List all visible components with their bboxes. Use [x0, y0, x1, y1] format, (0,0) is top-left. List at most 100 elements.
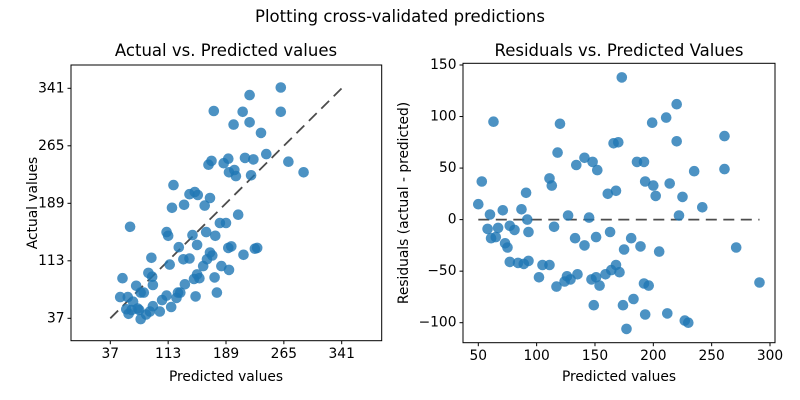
y-tick-label: 37: [47, 310, 65, 326]
scatter-point: [492, 222, 504, 234]
scatter-point: [173, 241, 185, 253]
scatter-point: [124, 221, 136, 233]
y-tick-label: 341: [38, 80, 64, 96]
scatter-point: [490, 231, 502, 243]
scatter-point: [562, 210, 574, 221]
scatter-point: [604, 226, 616, 238]
scatter-point: [594, 280, 605, 291]
scatter-point: [244, 117, 255, 128]
y-tick-label: 150: [430, 57, 456, 73]
x-tick-label: 50: [470, 348, 488, 364]
scatter-point: [509, 224, 520, 236]
scatter-point: [579, 152, 590, 164]
left-plot-axes: 37 113 189 265 341 37 113 189 265 341: [38, 64, 383, 362]
scatter-point: [673, 210, 685, 221]
scatter-point: [544, 259, 555, 271]
scatter-point: [638, 156, 650, 168]
scatter-point: [207, 250, 218, 261]
scatter-point: [569, 232, 581, 244]
scatter-point: [146, 271, 158, 283]
scatter-point: [283, 156, 294, 167]
scatter-point: [522, 214, 533, 225]
scatter-point: [497, 205, 509, 216]
scatter-point: [502, 242, 513, 253]
scatter-point: [237, 106, 248, 118]
x-tick-label: 300: [757, 348, 783, 364]
scatter-point: [488, 116, 499, 127]
scatter-point: [482, 223, 493, 235]
scatter-point: [228, 119, 239, 130]
scatter-point: [484, 209, 496, 220]
scatter-point: [621, 323, 632, 335]
scatter-point: [238, 249, 249, 261]
scatter-point: [138, 287, 150, 298]
left-plot-xlabel: Predicted values: [169, 369, 283, 385]
scatter-point: [520, 187, 532, 199]
x-tick-label: 265: [271, 346, 297, 362]
scatter-point: [548, 221, 560, 233]
identity-line: [109, 87, 343, 319]
scatter-point: [587, 156, 598, 168]
scatter-point: [572, 269, 583, 280]
scatter-point: [206, 155, 217, 167]
scatter-point: [617, 299, 629, 311]
scatter-point: [473, 198, 484, 210]
x-tick-label: 150: [582, 348, 608, 364]
figure-suptitle: Plotting cross-validated predictions: [255, 7, 545, 26]
scatter-point: [251, 242, 263, 254]
x-tick-label: 341: [329, 346, 355, 362]
y-tick-label: 100: [430, 109, 456, 125]
y-tick-label: 189: [38, 195, 64, 211]
scatter-point: [688, 165, 700, 177]
scatter-point: [192, 189, 204, 201]
right-plot-xlabel: Predicted values: [562, 369, 676, 385]
scatter-point: [147, 279, 159, 291]
scatter-point: [232, 209, 244, 220]
scatter-point: [146, 252, 157, 264]
scatter-point: [179, 279, 191, 290]
axes-frame: [462, 62, 776, 344]
scatter-point: [677, 191, 688, 203]
x-tick-label: 100: [523, 348, 549, 364]
scatter-point: [610, 185, 622, 197]
scatter-point: [546, 180, 558, 191]
scatter-point: [523, 226, 534, 238]
scatter-point: [552, 147, 563, 158]
scatter-point: [628, 293, 639, 305]
scatter-point: [551, 281, 562, 292]
scatter-point: [523, 255, 534, 267]
scatter-point: [754, 277, 765, 288]
scatter-point: [154, 306, 166, 317]
scatter-point: [245, 170, 257, 181]
scatter-point: [230, 170, 242, 182]
scatter-point: [671, 136, 682, 147]
x-tick-label: 200: [640, 348, 666, 364]
scatter-point: [248, 154, 259, 165]
scatter-point: [165, 301, 177, 313]
scatter-point: [114, 291, 126, 303]
scatter-point: [590, 272, 602, 283]
scatter-point: [184, 253, 195, 264]
y-tick-label: −100: [419, 315, 457, 331]
right-plot-ylabel: Residuals (actual - predicted): [396, 102, 412, 304]
scatter-point: [588, 299, 600, 311]
scatter-point: [719, 163, 730, 175]
scatter-point: [161, 290, 172, 301]
scatter-point: [164, 259, 175, 270]
scatter-point: [200, 226, 212, 238]
scatter-point: [168, 179, 179, 191]
scatter-point: [613, 137, 624, 148]
y-tick-label: 113: [38, 253, 64, 269]
scatter-point: [664, 178, 675, 189]
scatter-point: [223, 153, 234, 164]
scatter-point: [194, 272, 205, 284]
scatter-point: [298, 167, 309, 178]
x-tick-label: 189: [213, 346, 239, 362]
scatter-point: [199, 200, 210, 211]
scatter-point: [639, 309, 651, 320]
left-plot-title: Actual vs. Predicted values: [115, 41, 337, 60]
scatter-point: [618, 244, 630, 255]
scatter-point: [697, 202, 708, 213]
scatter-point: [504, 256, 516, 268]
scatter-point: [730, 242, 742, 253]
